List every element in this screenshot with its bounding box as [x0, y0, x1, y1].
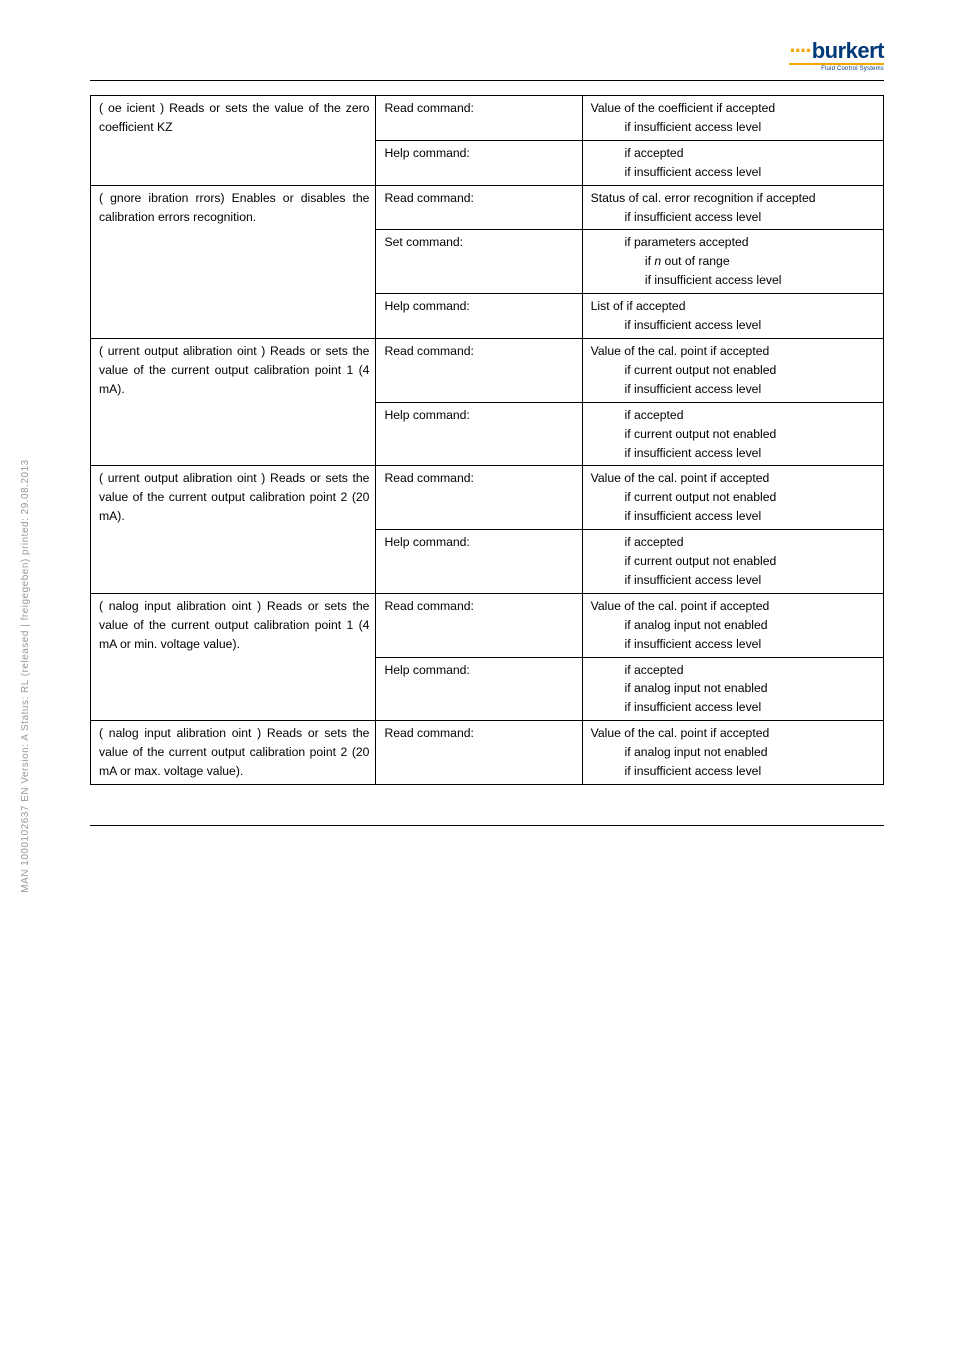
table-row: ( oe icient ) Reads or sets the value of… [91, 96, 884, 141]
logo-brand-name: burkert [812, 38, 884, 63]
response-cell: if accepted if analog input not enabled … [582, 657, 883, 721]
response-cell: Value of the cal. point if accepted if a… [582, 593, 883, 657]
description-cell: ( nalog input alibration oint ) Reads or… [91, 721, 376, 785]
response-cell: if accepted if insufficient access level [582, 140, 883, 185]
table-row: ( urrent output alibration oint ) Reads … [91, 466, 884, 530]
table-row: ( urrent output alibration oint ) Reads … [91, 338, 884, 402]
header-bar: ····burkert Fluid Control Systems [90, 40, 884, 81]
response-cell: Value of the cal. point if accepted if a… [582, 721, 883, 785]
command-cell: Read command: [376, 721, 582, 785]
description-cell: ( urrent output alibration oint ) Reads … [91, 338, 376, 465]
response-cell: Value of the coefficient if accepted if … [582, 96, 883, 141]
table-row: ( nalog input alibration oint ) Reads or… [91, 721, 884, 785]
command-cell: Help command: [376, 530, 582, 594]
response-cell: if parameters accepted if n out of range… [582, 230, 883, 294]
command-cell: Set command: [376, 230, 582, 294]
command-cell: Help command: [376, 140, 582, 185]
command-cell: Read command: [376, 466, 582, 530]
command-cell: Help command: [376, 294, 582, 339]
response-cell: Status of cal. error recognition if acce… [582, 185, 883, 230]
command-cell: Read command: [376, 185, 582, 230]
description-cell: ( gnore ibration rrors) Enables or disab… [91, 185, 376, 338]
response-cell: if accepted if current output not enable… [582, 402, 883, 466]
response-cell: Value of the cal. point if accepted if c… [582, 466, 883, 530]
command-table: ( oe icient ) Reads or sets the value of… [90, 95, 884, 785]
logo-subtitle: Fluid Control Systems [789, 66, 884, 72]
footer-rule [90, 825, 884, 826]
response-cell: if accepted if current output not enable… [582, 530, 883, 594]
response-cell: Value of the cal. point if accepted if c… [582, 338, 883, 402]
table-row: ( nalog input alibration oint ) Reads or… [91, 593, 884, 657]
side-print-info: MAN 1000102637 EN Version: A Status: RL … [20, 459, 31, 892]
response-cell: List of if accepted if insufficient acce… [582, 294, 883, 339]
description-cell: ( urrent output alibration oint ) Reads … [91, 466, 376, 593]
command-cell: Help command: [376, 657, 582, 721]
command-cell: Help command: [376, 402, 582, 466]
logo-dots-icon: ···· [789, 38, 810, 63]
command-cell: Read command: [376, 593, 582, 657]
command-cell: Read command: [376, 96, 582, 141]
command-cell: Read command: [376, 338, 582, 402]
table-row: ( gnore ibration rrors) Enables or disab… [91, 185, 884, 230]
description-cell: ( oe icient ) Reads or sets the value of… [91, 96, 376, 186]
burkert-logo: ····burkert Fluid Control Systems [789, 40, 884, 72]
description-cell: ( nalog input alibration oint ) Reads or… [91, 593, 376, 720]
